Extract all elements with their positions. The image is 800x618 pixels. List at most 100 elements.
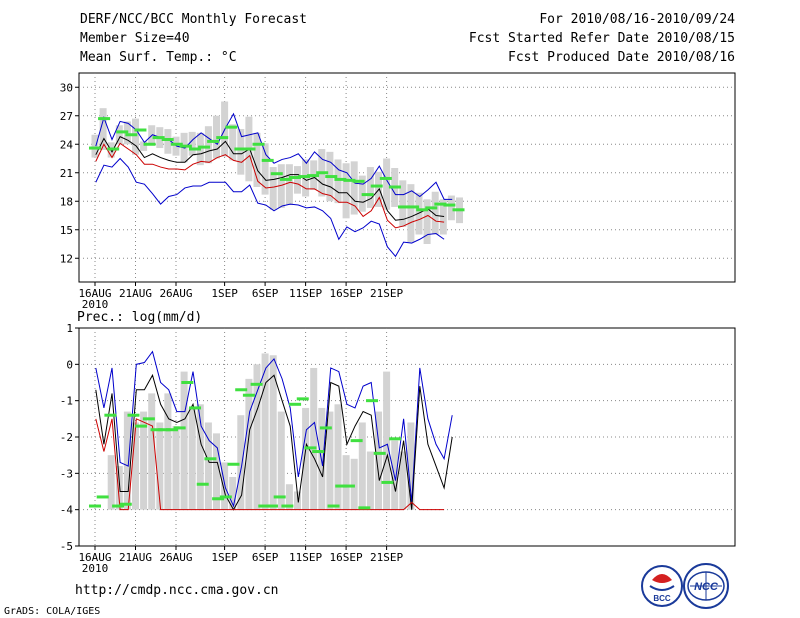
spread-box (140, 141, 148, 151)
spread-box (399, 451, 407, 510)
x-tick-label: 6SEP (252, 551, 279, 564)
x-tick-label: 16SEP (330, 287, 363, 300)
spread-box (172, 426, 180, 510)
spread-box (342, 163, 350, 219)
series-line-mean (95, 135, 445, 221)
spread-box (366, 451, 374, 510)
spread-box (204, 126, 212, 164)
series-line-lower_bound (95, 157, 445, 258)
x-tick-label: 11SEP (289, 287, 322, 300)
spread-box (350, 458, 358, 510)
spread-box (302, 407, 310, 510)
footer: http://cmdp.ncc.cma.gov.cn GrADS: COLA/I… (4, 583, 279, 617)
x-tick-label: 1SEP (211, 551, 238, 564)
x-tick-label: 16SEP (330, 551, 363, 564)
header-right-1: For 2010/08/16-2010/09/24 (539, 12, 735, 27)
y-tick-label: 21 (60, 167, 73, 180)
spread-box (261, 353, 269, 510)
series-line-lower (95, 142, 445, 229)
panel-frame (78, 72, 736, 283)
spread-box (188, 407, 196, 510)
y-tick-label: -3 (60, 467, 73, 480)
spread-box (358, 422, 366, 510)
series-line-mean (95, 373, 453, 511)
spread-box (229, 124, 237, 161)
y-tick-label: 12 (60, 252, 73, 265)
spread-box (310, 367, 318, 510)
x-tick-label: 16AUG (78, 551, 111, 564)
spread-box (326, 411, 334, 510)
spread-box (399, 180, 407, 227)
x-tick-sublabel: 2010 (82, 562, 109, 575)
spread-box (164, 393, 172, 510)
spread-box (245, 378, 253, 510)
spread-box (334, 159, 342, 204)
spread-box (407, 422, 415, 510)
x-tick-label: 21SEP (370, 551, 403, 564)
spread-box (269, 167, 277, 210)
ncc-logo-text: NCC (694, 581, 719, 593)
spread-box (180, 371, 188, 510)
y-tick-label: -5 (60, 540, 73, 553)
x-tick-sublabel: 2010 (82, 298, 109, 311)
spread-box (318, 407, 326, 510)
spread-box (196, 404, 204, 510)
precip-panel-title: Prec.: log(mm/d) (77, 310, 202, 325)
spread-box (269, 355, 277, 510)
spread-box (115, 125, 123, 145)
spread-box (132, 422, 139, 510)
header-left-3: Mean Surf. Temp.: °C (80, 50, 237, 65)
header: DERF/NCC/BCC Monthly Forecast Member Siz… (80, 12, 735, 65)
header-right-2: Fcst Started Refer Date 2010/08/15 (469, 31, 735, 46)
spread-box (164, 129, 172, 154)
spread-box (253, 132, 261, 187)
bcc-logo-text: BCC (653, 594, 671, 603)
header-right-3: Fcst Produced Date 2010/08/16 (508, 50, 735, 65)
spread-box (285, 164, 293, 206)
spread-box (237, 415, 245, 510)
spread-box (366, 167, 374, 208)
x-tick-label: 11SEP (289, 551, 322, 564)
spread-box (375, 411, 382, 510)
spread-box (156, 422, 164, 510)
spread-box (99, 108, 107, 150)
ncc-logo: NCC (683, 563, 729, 609)
series-line-upper (95, 350, 453, 508)
x-tick-label: 26AUG (159, 551, 192, 564)
bcc-logo: BCC (641, 565, 683, 607)
spread-box (447, 195, 455, 221)
spread-box (294, 491, 301, 510)
spread-box (407, 184, 415, 243)
spread-box (383, 158, 391, 210)
y-tick-label: 30 (60, 81, 73, 94)
spread-box (140, 411, 148, 510)
y-tick-label: 24 (60, 138, 74, 151)
spread-box (172, 136, 180, 156)
spread-box (383, 371, 391, 510)
spread-box (253, 364, 261, 510)
spread-box (148, 393, 156, 510)
spread-box (107, 455, 115, 510)
y-tick-label: 27 (60, 110, 73, 123)
spread-box (229, 476, 237, 510)
spread-box (123, 411, 131, 510)
x-tick-label: 21AUG (119, 287, 152, 300)
y-tick-label: -4 (60, 504, 74, 517)
spread-box (277, 164, 285, 208)
spread-box (439, 199, 447, 235)
y-tick-label: 18 (60, 195, 73, 208)
spread-box (294, 166, 301, 194)
spread-box (213, 433, 220, 510)
header-left-1: DERF/NCC/BCC Monthly Forecast (80, 12, 307, 27)
grads-credit: GrADS: COLA/IGES (4, 606, 100, 617)
spread-box (431, 191, 439, 235)
y-tick-label: 0 (66, 358, 73, 371)
spread-box (350, 161, 358, 215)
spread-box (415, 192, 423, 235)
y-tick-label: 1 (66, 322, 73, 335)
spread-box (115, 466, 123, 510)
header-left-2: Member Size=40 (80, 31, 190, 46)
x-tick-label: 26AUG (159, 287, 192, 300)
